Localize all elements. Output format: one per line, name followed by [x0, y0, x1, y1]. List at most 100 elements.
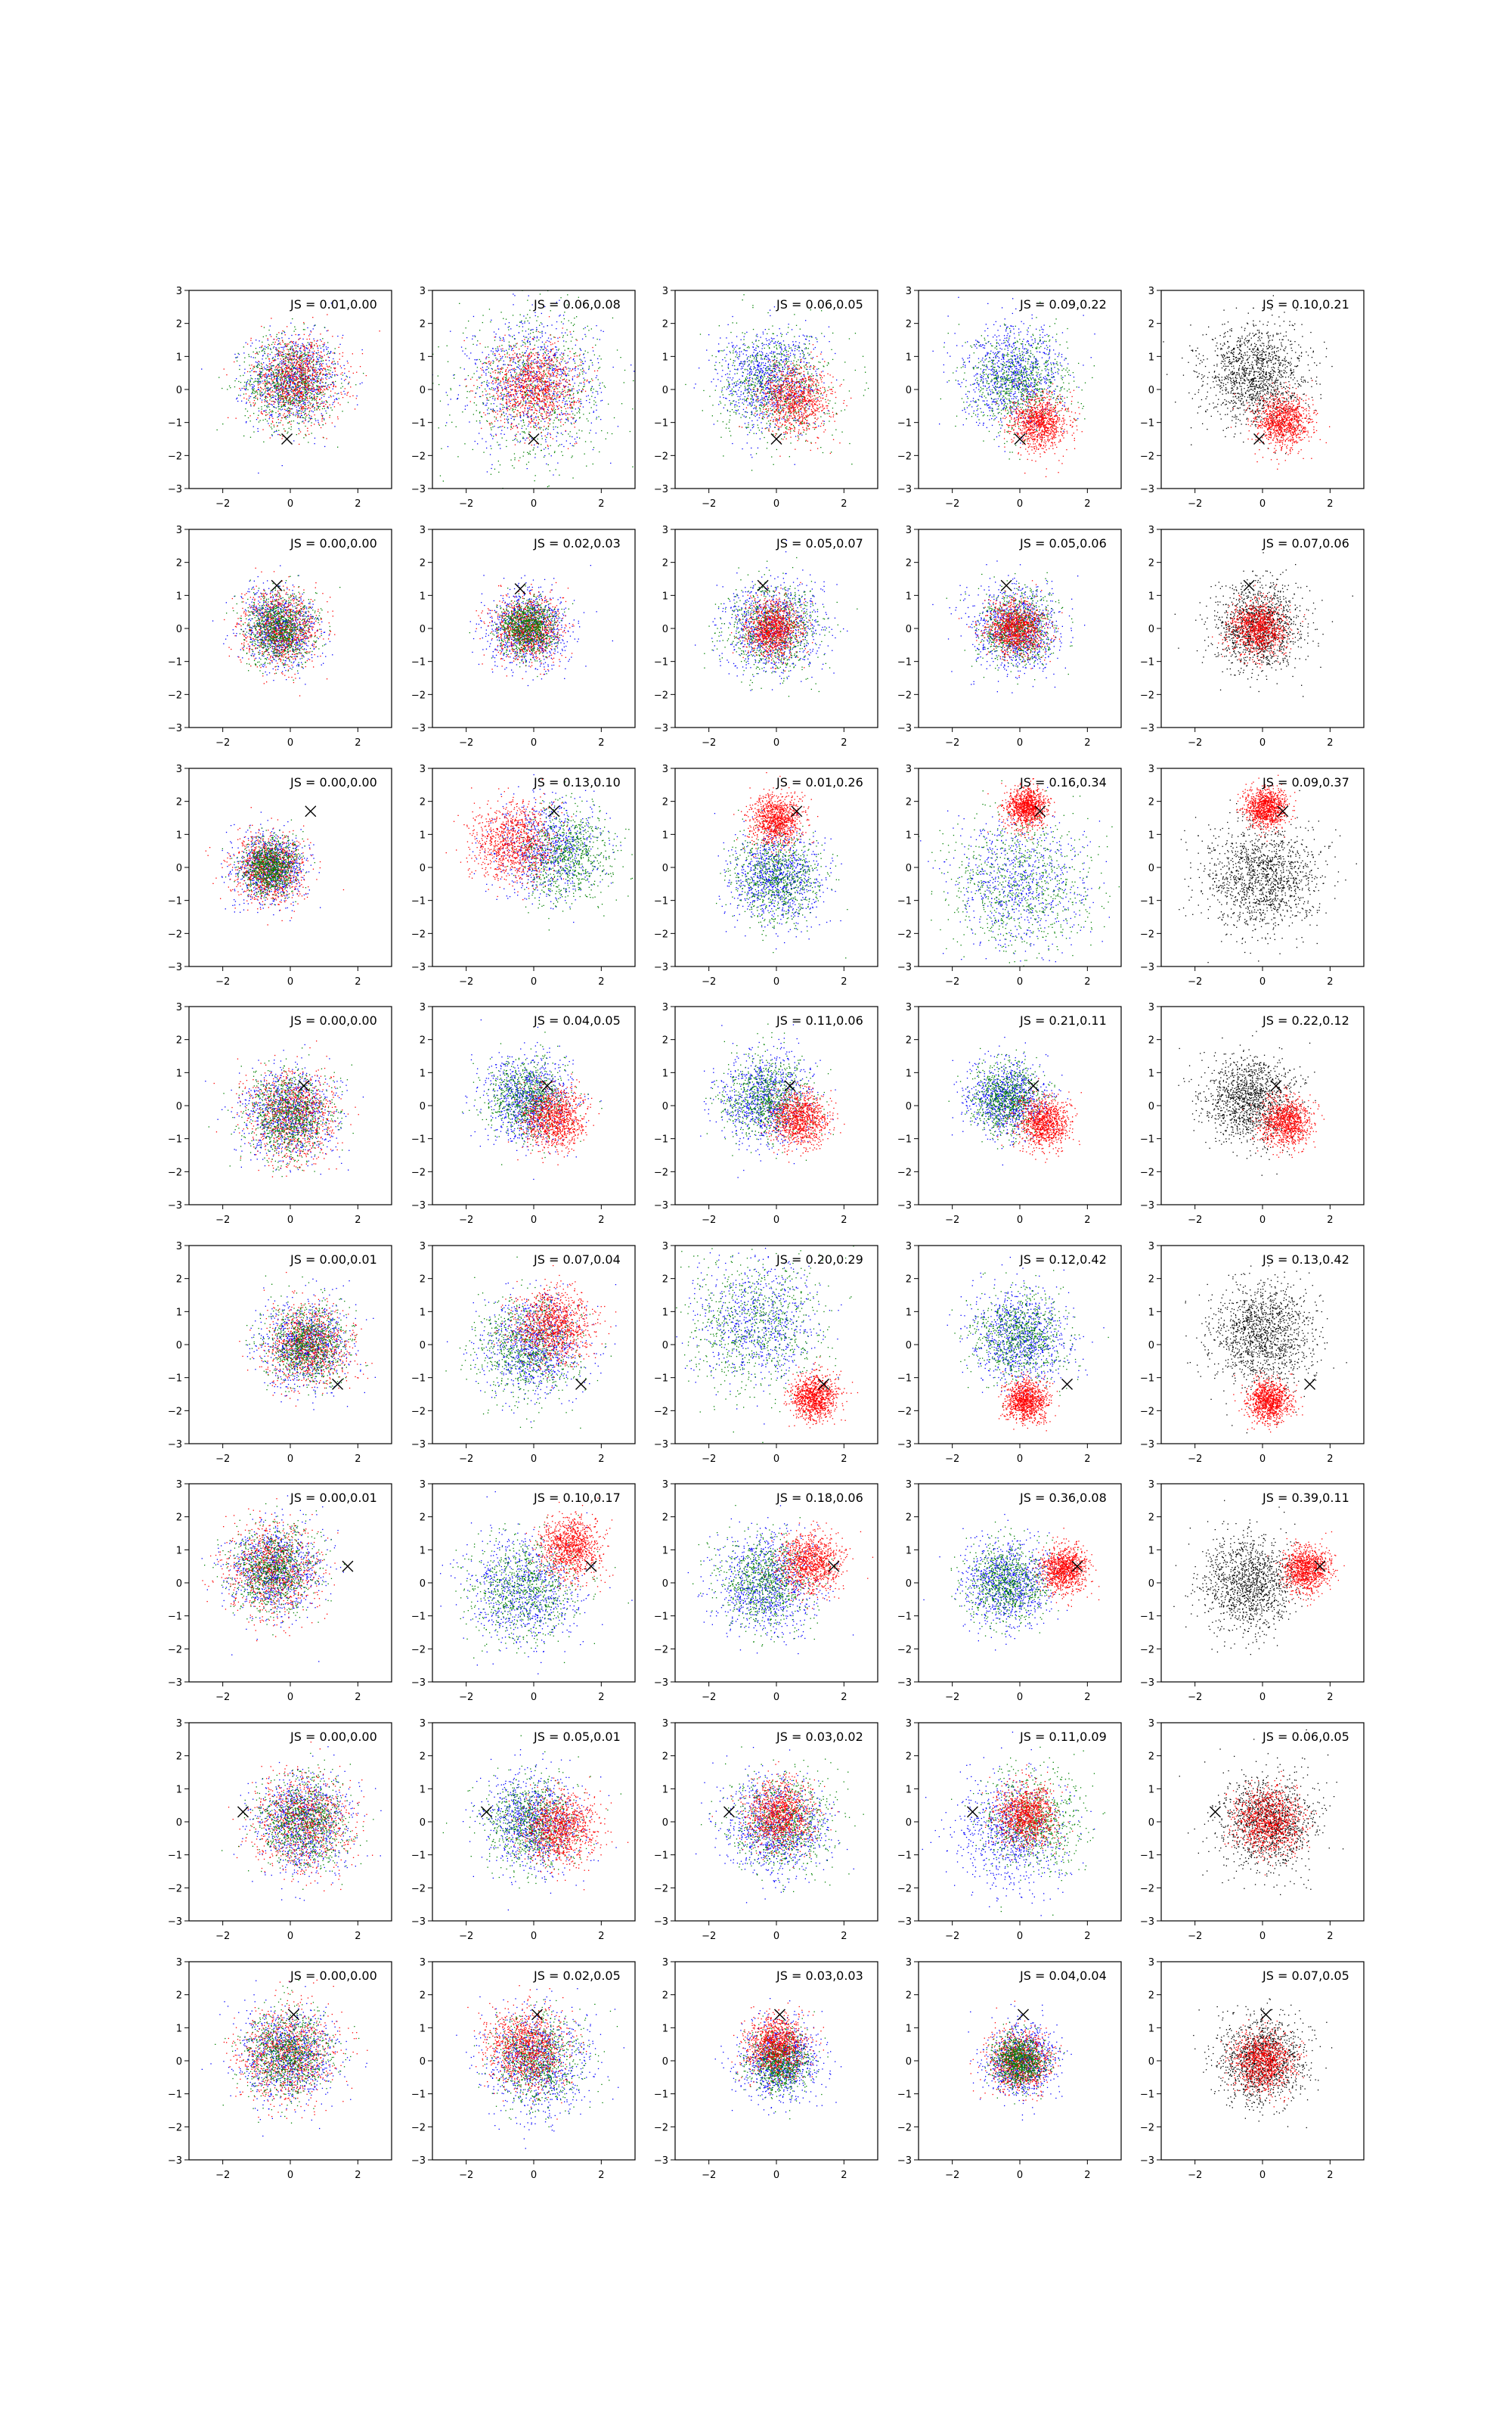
scatter-point	[278, 399, 279, 400]
scatter-point	[302, 408, 303, 409]
scatter-point	[250, 405, 251, 406]
scatter-point	[624, 370, 625, 371]
scatter-point	[529, 439, 530, 440]
scatter-point	[536, 374, 537, 375]
scatter-point	[583, 386, 584, 387]
scatter-point	[504, 394, 505, 395]
scatter-point	[567, 404, 568, 405]
scatter-point	[318, 359, 319, 360]
scatter-point	[293, 374, 294, 375]
scatter-point	[303, 437, 304, 438]
scatter-point	[290, 377, 291, 378]
scatter-point	[559, 444, 560, 445]
scatter-point	[472, 344, 473, 345]
scatter-point	[528, 396, 529, 397]
scatter-point	[500, 393, 501, 394]
scatter-point	[525, 402, 526, 403]
scatter-point	[318, 378, 319, 379]
scatter-point	[474, 373, 475, 374]
scatter-point	[315, 364, 316, 365]
scatter-point	[276, 389, 277, 390]
scatter-point	[511, 418, 512, 419]
scatter-point	[278, 403, 279, 404]
scatter-point	[494, 469, 495, 470]
scatter-point	[239, 369, 240, 370]
scatter-point	[507, 381, 508, 382]
scatter-point	[489, 393, 490, 394]
scatter-point	[285, 367, 286, 368]
scatter-point	[520, 412, 521, 413]
scatter-point	[299, 372, 300, 373]
scatter-point	[290, 348, 291, 349]
scatter-point	[318, 422, 319, 423]
scatter-point	[271, 434, 272, 435]
scatter-point	[450, 331, 451, 332]
scatter-point	[280, 409, 281, 410]
scatter-point	[488, 354, 489, 355]
scatter-point	[290, 346, 291, 347]
scatter-point	[301, 367, 302, 368]
scatter-point	[568, 448, 569, 449]
scatter-point	[572, 445, 573, 446]
scatter-point	[324, 446, 325, 447]
scatter-point	[441, 448, 442, 449]
scatter-point	[279, 369, 280, 370]
scatter-point	[562, 455, 563, 456]
scatter-point	[509, 396, 510, 397]
scatter-point	[260, 391, 261, 392]
scatter-point	[490, 321, 491, 322]
scatter-point	[312, 377, 313, 378]
scatter-point	[520, 441, 521, 442]
scatter-point	[549, 316, 550, 317]
scatter-point	[296, 407, 297, 408]
scatter-point	[292, 403, 293, 404]
scatter-point	[574, 423, 575, 424]
scatter-point	[283, 364, 284, 365]
scatter-point	[297, 360, 298, 361]
scatter-point	[521, 385, 522, 386]
scatter-point	[282, 394, 283, 395]
scatter-point	[532, 393, 533, 394]
scatter-point	[549, 393, 550, 394]
scatter-point	[292, 359, 293, 360]
scatter-point	[559, 387, 560, 388]
scatter-point	[536, 386, 537, 387]
scatter-point	[523, 438, 524, 439]
scatter-point	[305, 361, 306, 362]
scatter-point	[527, 348, 528, 349]
scatter-point	[505, 382, 506, 383]
scatter-point	[278, 350, 279, 351]
scatter-point	[303, 378, 304, 379]
scatter-point	[301, 408, 302, 409]
scatter-point	[266, 406, 267, 407]
scatter-point	[253, 382, 254, 383]
scatter-point	[295, 372, 296, 373]
scatter-point	[510, 359, 511, 360]
scatter-point	[271, 370, 272, 371]
scatter-point	[285, 365, 286, 366]
scatter-point	[530, 333, 531, 334]
scatter-point	[491, 435, 492, 436]
scatter-point	[585, 351, 586, 352]
scatter-point	[316, 356, 317, 357]
scatter-point	[465, 409, 466, 410]
scatter-point	[306, 354, 307, 355]
scatter-point	[313, 339, 314, 340]
scatter-point	[579, 438, 580, 439]
scatter-point	[297, 351, 298, 352]
scatter-point	[250, 375, 251, 376]
scatter-point	[275, 412, 276, 413]
scatter-point	[508, 387, 509, 388]
scatter-point	[554, 354, 555, 355]
scatter-point	[267, 381, 268, 382]
scatter-point	[335, 348, 336, 349]
scatter-point	[563, 391, 564, 392]
scatter-point	[549, 373, 550, 374]
scatter-point	[522, 330, 523, 331]
scatter-point	[556, 405, 557, 406]
scatter-point	[504, 427, 505, 428]
scatter-point	[282, 330, 283, 331]
scatter-point	[585, 441, 586, 442]
scatter-point	[539, 419, 540, 420]
scatter-point	[334, 374, 335, 375]
